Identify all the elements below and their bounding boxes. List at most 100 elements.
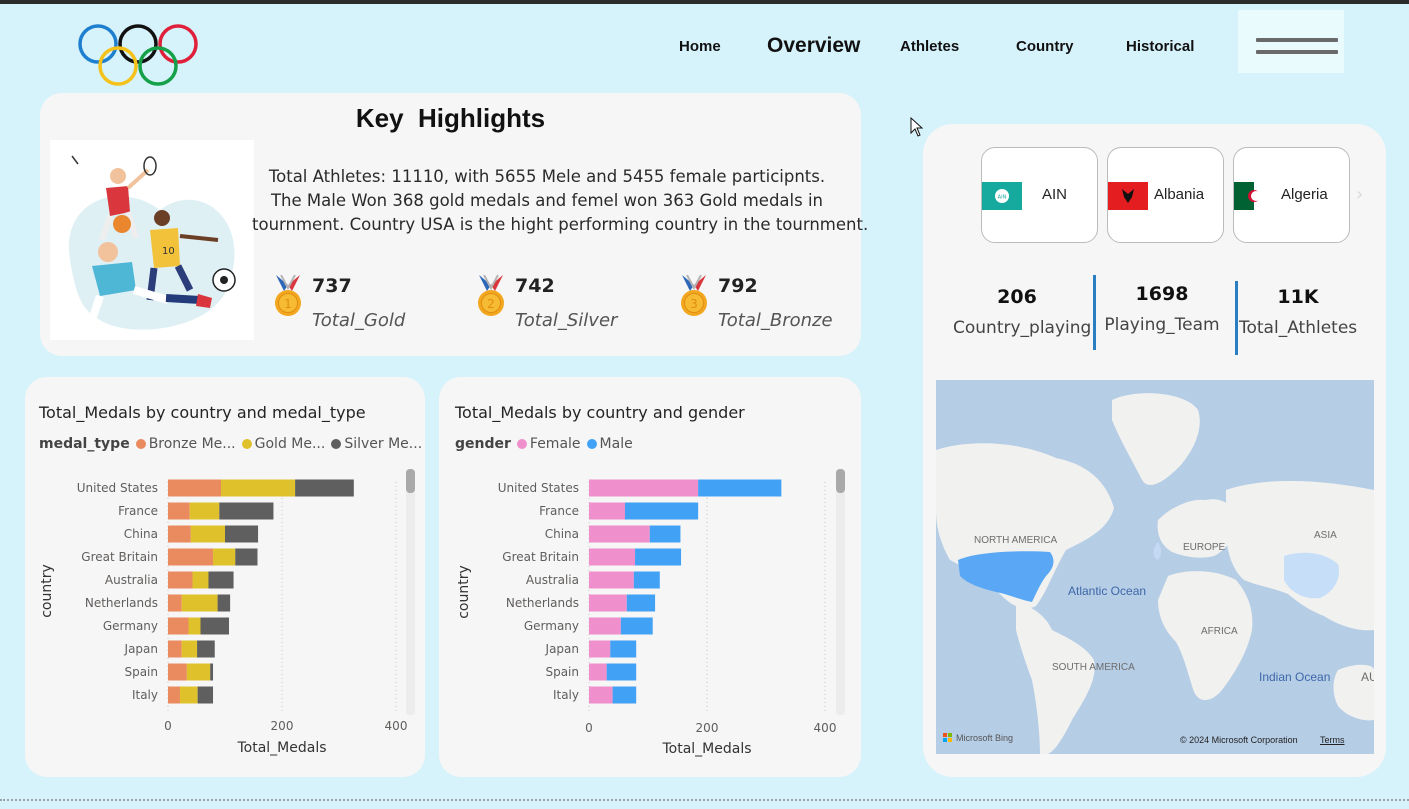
bar-segment[interactable]	[589, 525, 650, 543]
gender-chart-card[interactable]: Total_Medals by country and gender gende…	[439, 377, 861, 777]
legend-item-female[interactable]: Female	[516, 436, 581, 452]
bar-segment[interactable]	[225, 525, 259, 543]
bar-segment[interactable]	[589, 594, 627, 612]
bar-segment[interactable]	[620, 617, 653, 635]
summary-line: Total Athletes: 11110, with 5655 Mele an…	[268, 167, 826, 186]
bar-segment[interactable]	[168, 663, 187, 681]
bar-segment[interactable]	[168, 617, 189, 635]
bar-segment[interactable]	[197, 640, 215, 658]
legend-label: Male	[599, 436, 633, 452]
athletes-illustration: 10	[50, 140, 254, 340]
country-card-algeria[interactable]: Algeria	[1233, 147, 1350, 243]
bar-segment[interactable]	[186, 663, 211, 681]
country-name: Algeria	[1281, 186, 1328, 203]
hamburger-menu-icon[interactable]	[1238, 10, 1344, 73]
gold-badge-number: 1	[284, 297, 292, 311]
window-top-border	[0, 0, 1409, 4]
bar-segment[interactable]	[649, 525, 681, 543]
bar-segment[interactable]	[168, 479, 222, 497]
legend-item-bronze[interactable]: Bronze Me...	[135, 436, 236, 452]
chevron-right-icon[interactable]: ›	[1356, 184, 1364, 205]
legend-item-male[interactable]: Male	[586, 436, 633, 452]
y-category-label: Great Britain	[502, 550, 579, 564]
y-category-label: Great Britain	[81, 550, 158, 564]
medal-type-chart-card[interactable]: Total_Medals by country and medal_type m…	[25, 377, 425, 777]
bar-segment[interactable]	[589, 640, 611, 658]
country-card-albania[interactable]: Albania	[1107, 147, 1224, 243]
bar-segment[interactable]	[635, 548, 682, 566]
nav-country[interactable]: Country	[1016, 38, 1074, 55]
bar-segment[interactable]	[610, 640, 637, 658]
bar-segment[interactable]	[192, 571, 209, 589]
x-tick-label: 400	[814, 721, 837, 735]
bar-segment[interactable]	[698, 479, 782, 497]
bar-segment[interactable]	[213, 548, 236, 566]
bar-segment[interactable]	[589, 686, 613, 704]
legend-label: Female	[529, 436, 581, 452]
bar-segment[interactable]	[168, 594, 182, 612]
x-tick-label: 400	[385, 719, 408, 733]
mouse-cursor-icon	[910, 117, 924, 137]
bar-segment[interactable]	[589, 479, 699, 497]
bar-segment[interactable]	[219, 502, 274, 520]
highlights-summary: Total Athletes: 11110, with 5655 Mele an…	[252, 165, 868, 237]
bar-segment[interactable]	[606, 663, 637, 681]
bar-segment[interactable]	[197, 686, 214, 704]
bar-segment[interactable]	[589, 502, 625, 520]
bar-segment[interactable]	[168, 525, 191, 543]
map-label-atlantic-ocean: Atlantic Ocean	[1068, 584, 1147, 598]
bar-segment[interactable]	[168, 502, 190, 520]
bar-segment[interactable]	[589, 663, 607, 681]
olympic-rings-icon	[78, 24, 198, 86]
bar-segment[interactable]	[612, 686, 637, 704]
bar-segment[interactable]	[208, 571, 234, 589]
bar-segment[interactable]	[168, 640, 182, 658]
bar-segment[interactable]	[626, 594, 656, 612]
country-card-ain[interactable]: AIN AIN	[981, 147, 1098, 243]
stat-playing-team: 1698 Playing_Team	[1103, 283, 1221, 335]
y-axis-title: country	[456, 565, 472, 619]
silver-badge-number: 2	[487, 297, 495, 311]
legend-item-gold[interactable]: Gold Me...	[241, 436, 325, 452]
map-terms-link[interactable]: Terms	[1320, 735, 1345, 745]
y-category-label: Australia	[105, 573, 158, 587]
world-map[interactable]: NORTH AMERICA EUROPE ASIA Atlantic Ocean…	[936, 380, 1374, 754]
bar-segment[interactable]	[179, 686, 198, 704]
bar-segment[interactable]	[624, 502, 699, 520]
total-gold-value: 737	[312, 275, 352, 297]
map-label-africa: AFRICA	[1201, 626, 1238, 637]
chart-scrollbar[interactable]	[836, 469, 845, 715]
summary-line: The Male Won 368 gold medals and femel w…	[270, 191, 824, 210]
bar-segment[interactable]	[221, 479, 296, 497]
map-label-australia: AU	[1361, 670, 1374, 684]
legend-item-silver[interactable]: Silver Me...	[331, 436, 422, 452]
chart-scrollbar-thumb[interactable]	[406, 469, 415, 493]
chart-scrollbar-thumb[interactable]	[836, 469, 845, 493]
bar-segment[interactable]	[633, 571, 660, 589]
bar-segment[interactable]	[589, 548, 636, 566]
bar-segment[interactable]	[200, 617, 229, 635]
bar-segment[interactable]	[589, 571, 634, 589]
bar-segment[interactable]	[295, 479, 354, 497]
bar-segment[interactable]	[168, 571, 193, 589]
total-gold-label: Total_Gold	[312, 310, 406, 331]
map-label-south-america: SOUTH AMERICA	[1052, 662, 1135, 673]
bar-segment[interactable]	[217, 594, 231, 612]
bar-segment[interactable]	[168, 548, 214, 566]
bar-segment[interactable]	[181, 640, 198, 658]
country-name: AIN	[1042, 186, 1068, 203]
bar-segment[interactable]	[190, 525, 225, 543]
bar-segment[interactable]	[181, 594, 218, 612]
bar-segment[interactable]	[589, 617, 621, 635]
bar-segment[interactable]	[189, 502, 220, 520]
nav-historical[interactable]: Historical	[1126, 38, 1195, 55]
bar-segment[interactable]	[235, 548, 258, 566]
nav-overview[interactable]: Overview	[767, 34, 861, 57]
nav-athletes[interactable]: Athletes	[900, 38, 960, 55]
bar-segment[interactable]	[168, 686, 180, 704]
bar-segment[interactable]	[210, 663, 214, 681]
x-tick-label: 200	[696, 721, 719, 735]
nav-home[interactable]: Home	[679, 38, 721, 55]
chart-scrollbar[interactable]	[406, 469, 415, 715]
bar-segment[interactable]	[188, 617, 201, 635]
